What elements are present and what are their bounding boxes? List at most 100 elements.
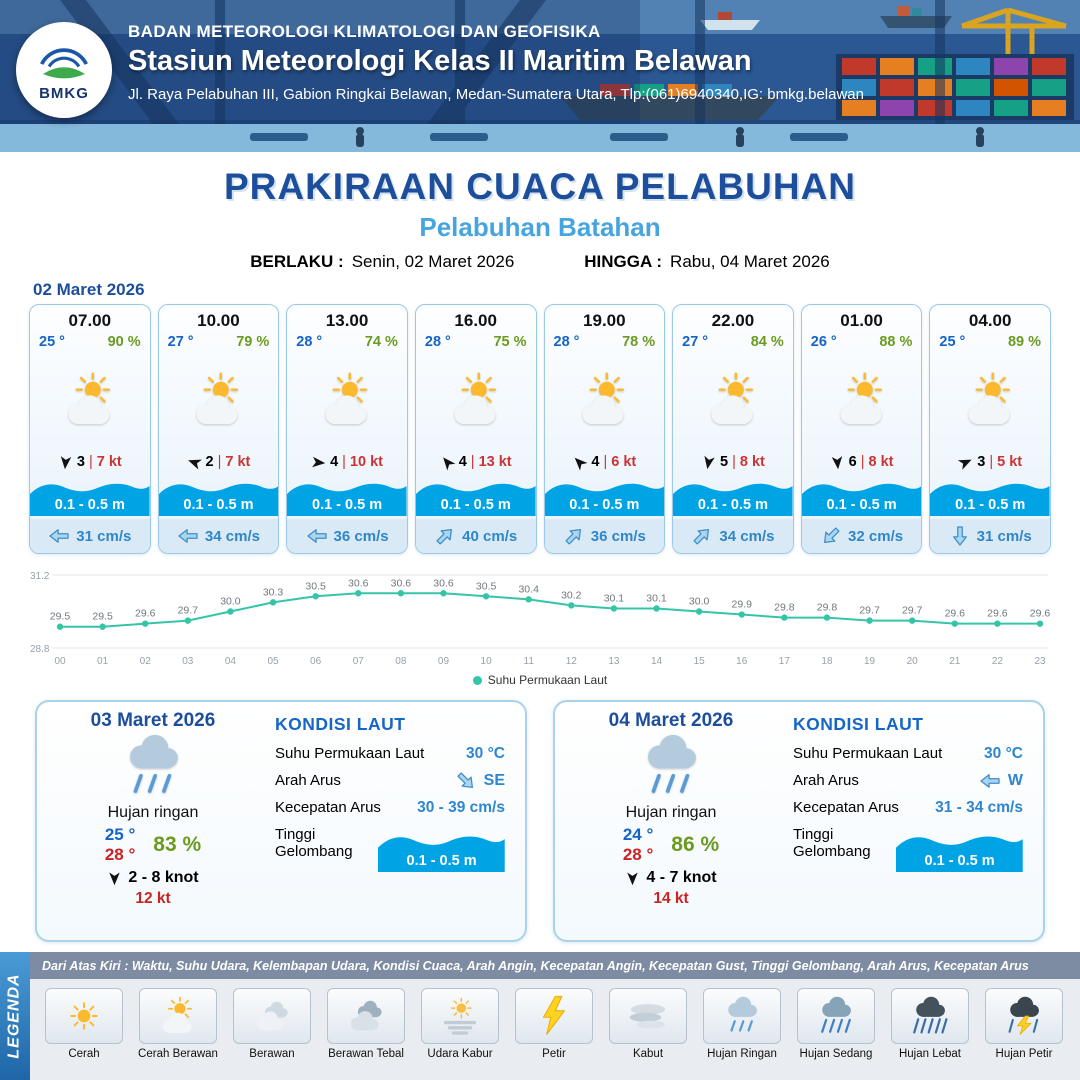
svg-text:00: 00 — [54, 656, 66, 667]
gust-speed: 7 kt — [225, 454, 251, 470]
svg-text:29.5: 29.5 — [92, 611, 113, 623]
svg-text:22: 22 — [992, 656, 1004, 667]
weather-icon — [310, 370, 384, 430]
legend-item: Cerah Berawan — [132, 988, 224, 1060]
current-speed: 36 cm/s — [333, 527, 389, 545]
port-name: Pelabuhan Batahan — [419, 212, 661, 242]
separator: | — [217, 454, 222, 470]
wind-speed: 5 — [720, 454, 729, 470]
forecast-time: 07.00 — [68, 311, 112, 330]
legend-weather-icon — [342, 995, 390, 1037]
bmkg-logo-mark — [40, 48, 88, 79]
current-speed: 31 cm/s — [76, 527, 132, 545]
humidity: 75 % — [493, 334, 527, 350]
svg-text:30.1: 30.1 — [604, 592, 625, 604]
gust-speed: 14 kt — [653, 890, 689, 907]
legend-item-label: Cerah — [68, 1048, 100, 1060]
wave-height-row: Tinggi Gelombang 0.1 - 0.5 m — [275, 826, 505, 872]
wave-height-graphic: 0.1 - 0.5 m — [896, 828, 1023, 872]
wave-height: 0.1 - 0.5 m — [924, 853, 995, 869]
daily-date: 03 Maret 2026 — [90, 710, 216, 731]
wind-row: 3 | 5 kt — [930, 450, 1050, 474]
legend-item-label: Cerah Berawan — [138, 1048, 218, 1060]
svg-text:15: 15 — [694, 656, 706, 667]
legend-item: Kabut — [602, 988, 694, 1060]
svg-text:21: 21 — [949, 656, 961, 667]
sst-label: Suhu Permukaan Laut — [275, 745, 425, 762]
forecast-card: 04.00 25 ° 89 % 3 | 5 kt 0.1 - 0.5 m 31 … — [929, 304, 1051, 554]
svg-text:30.4: 30.4 — [518, 583, 539, 595]
weather-icon — [439, 370, 513, 430]
svg-text:06: 06 — [310, 656, 322, 667]
legend-icon-box — [233, 988, 311, 1044]
weather-icon — [567, 370, 641, 430]
svg-text:29.6: 29.6 — [1030, 608, 1051, 620]
current-speed: 34 cm/s — [719, 527, 775, 545]
weather-icon-wrap — [802, 350, 922, 450]
sea-surface-temp: 30 °C — [466, 745, 505, 762]
gust-speed: 5 kt — [997, 454, 1023, 470]
wave-height-band: 0.1 - 0.5 m — [287, 476, 407, 516]
sea-conditions-title: KONDISI LAUT — [275, 714, 406, 734]
svg-text:30.6: 30.6 — [348, 577, 369, 589]
weather-icon — [825, 370, 899, 430]
wind-speed: 3 — [977, 454, 986, 470]
page-title: PRAKIRAAN CUACA PELABUHAN — [223, 166, 857, 207]
daily-card-left: 03 Maret 2026 Hujan ringan 25 ° 83 % 28 … — [37, 702, 263, 940]
legend-item-label: Hujan Ringan — [707, 1048, 777, 1060]
humidity: 88 % — [879, 334, 913, 350]
sea-conditions-panel: KONDISI LAUT Suhu Permukaan Laut 30 °C A… — [263, 702, 525, 940]
weather-icon — [53, 370, 127, 430]
separator: | — [603, 454, 608, 470]
svg-text:30.6: 30.6 — [433, 577, 454, 589]
header-text: BADAN METEOROLOGI KLIMATOLOGI DAN GEOFIS… — [128, 22, 864, 103]
legend-vertical-label: LEGENDA — [6, 973, 24, 1059]
bmkg-logo-text: BMKG — [39, 85, 89, 102]
wind-row: 4 | 6 kt — [545, 450, 665, 474]
current-row: 36 cm/s — [287, 519, 407, 553]
svg-text:28.8: 28.8 — [30, 644, 50, 655]
daily-weather-icon — [625, 732, 717, 802]
validity-line: BERLAKU : Senin, 02 Maret 2026 HINGGA : … — [0, 252, 1080, 272]
current-direction-arrow-icon — [433, 524, 457, 548]
wind-row: 3 | 7 kt — [30, 450, 150, 474]
legend-item-label: Berawan — [249, 1048, 295, 1060]
humidity: 90 % — [107, 334, 141, 350]
wind-speed: 3 — [76, 454, 85, 470]
temp-humidity-row: 27 ° 84 % — [673, 331, 793, 350]
wave-height-band: 0.1 - 0.5 m — [544, 476, 665, 516]
wind-direction-arrow-icon — [627, 872, 639, 885]
air-temperature: 26 ° — [810, 334, 837, 350]
daily-cards-row: 03 Maret 2026 Hujan ringan 25 ° 83 % 28 … — [0, 700, 1080, 942]
daily-forecast-card: 04 Maret 2026 Hujan ringan 24 ° 86 % 28 … — [553, 700, 1045, 942]
wind-row: 2 | 7 kt — [159, 450, 279, 474]
wave-height: 0.1 - 0.5 m — [312, 497, 383, 513]
svg-text:30.5: 30.5 — [476, 580, 497, 592]
svg-text:16: 16 — [736, 656, 748, 667]
weather-icon-wrap — [287, 350, 407, 450]
max-temperature: 28 ° — [104, 845, 136, 864]
wind-row: 6 | 8 kt — [802, 450, 922, 474]
current-direction-row: Arah Arus W — [793, 772, 1023, 790]
legend-item: Udara Kabur — [414, 988, 506, 1060]
current-direction-label: Arah Arus — [793, 772, 859, 789]
chart-legend-dot-icon — [472, 675, 482, 685]
gust-speed: 6 kt — [611, 454, 637, 470]
wave-height: 0.1 - 0.5 m — [54, 497, 125, 513]
sst-row: Suhu Permukaan Laut 30 °C — [275, 745, 505, 763]
legend-note: Dari Atas Kiri : Waktu, Suhu Udara, Kele… — [30, 952, 1080, 979]
wind-direction-arrow-icon — [185, 454, 202, 469]
weather-icon — [953, 370, 1027, 430]
legend-weather-icon — [629, 1004, 666, 1029]
sst-row: Suhu Permukaan Laut 30 °C — [793, 745, 1023, 763]
air-temperature: 28 ° — [296, 334, 323, 350]
humidity: 83 % — [153, 833, 202, 856]
wind-direction-arrow-icon — [312, 456, 326, 468]
forecast-date: 02 Maret 2026 — [33, 280, 145, 299]
current-direction-arrow-icon — [178, 529, 198, 543]
wave-height-graphic: 0.1 - 0.5 m — [378, 828, 505, 872]
gust-speed: 12 kt — [135, 890, 171, 907]
legend-vertical-band: LEGENDA — [0, 952, 30, 1080]
svg-text:04: 04 — [225, 656, 237, 667]
